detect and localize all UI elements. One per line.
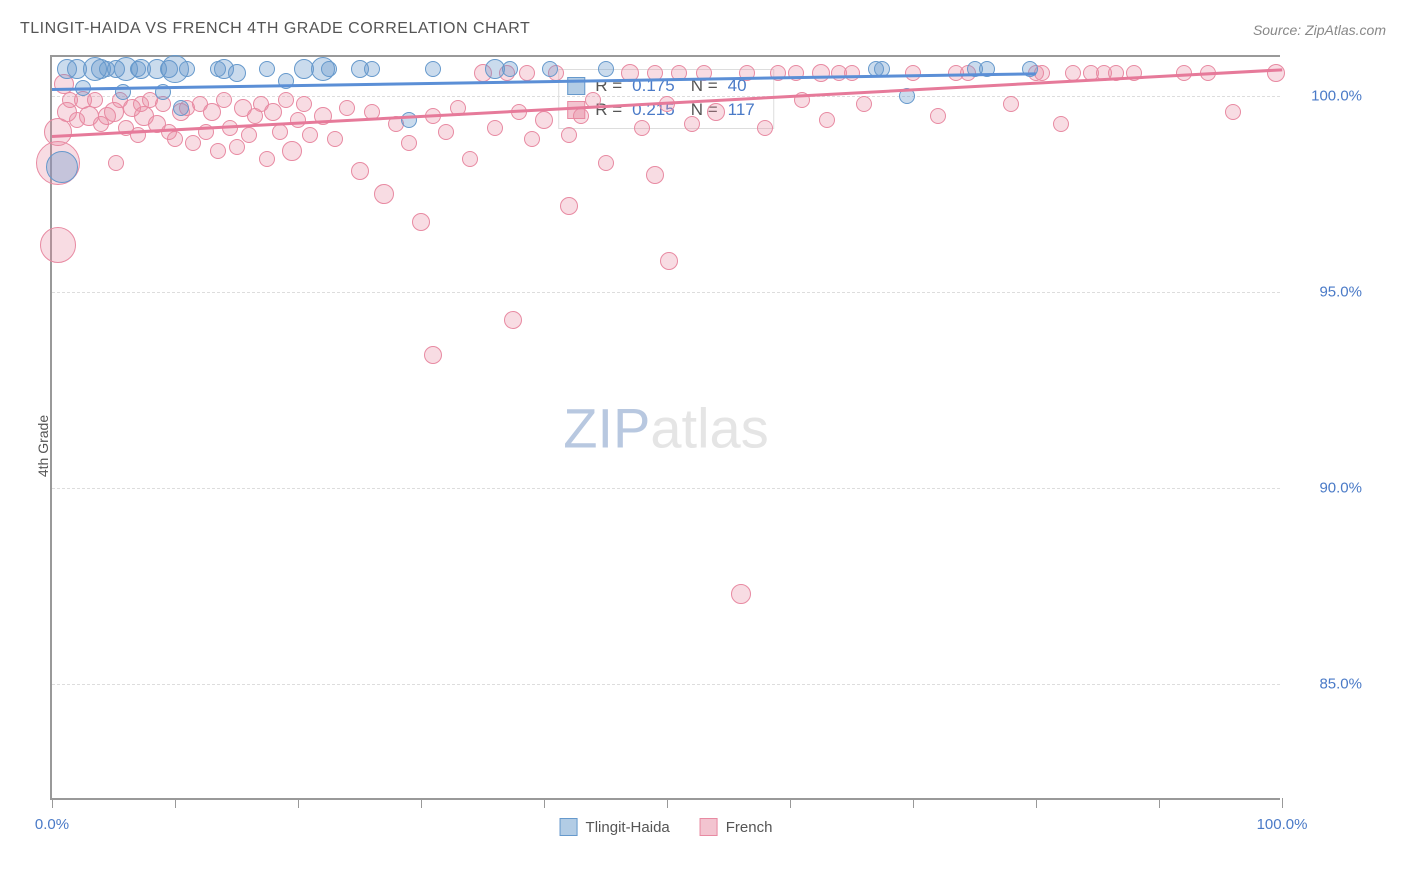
chart-title: TLINGIT-HAIDA VS FRENCH 4TH GRADE CORREL… (20, 20, 530, 38)
scatter-point (216, 92, 232, 108)
legend-item-1: Tlingit-Haida (560, 818, 670, 836)
x-tick (544, 798, 545, 808)
scatter-point (401, 112, 417, 128)
scatter-point (524, 131, 540, 147)
scatter-point (462, 151, 478, 167)
scatter-point (598, 155, 614, 171)
x-tick (1159, 798, 1160, 808)
scatter-point (259, 151, 275, 167)
scatter-point (757, 120, 773, 136)
scatter-point (229, 139, 245, 155)
y-axis-label: 4th Grade (35, 415, 51, 477)
scatter-point (374, 184, 394, 204)
scatter-point (1003, 96, 1019, 112)
x-tick (1282, 798, 1283, 808)
x-tick (421, 798, 422, 808)
scatter-point (278, 92, 294, 108)
x-tick (52, 798, 53, 808)
legend-label-1: Tlingit-Haida (586, 819, 670, 836)
scatter-point (1065, 65, 1081, 81)
scatter-point (660, 252, 678, 270)
scatter-point (290, 112, 306, 128)
scatter-point (424, 346, 442, 364)
scatter-point (282, 141, 302, 161)
legend-item-2: French (700, 818, 773, 836)
scatter-point (87, 92, 103, 108)
scatter-point (438, 124, 454, 140)
scatter-point (731, 584, 751, 604)
scatter-point (542, 61, 558, 77)
scatter-point (40, 227, 76, 263)
watermark-atlas: atlas (650, 396, 768, 459)
scatter-point (487, 120, 503, 136)
scatter-point (167, 131, 183, 147)
scatter-point (646, 166, 664, 184)
gridline-h (52, 292, 1280, 293)
x-tick (667, 798, 668, 808)
scatter-point (1267, 64, 1285, 82)
plot-area: ZIPatlas R = 0.175 N = 40 R = 0.215 N = … (50, 55, 1280, 800)
scatter-point (819, 112, 835, 128)
gridline-h (52, 684, 1280, 685)
x-tick (298, 798, 299, 808)
scatter-point (210, 143, 226, 159)
scatter-point (425, 61, 441, 77)
chart-container: TLINGIT-HAIDA VS FRENCH 4TH GRADE CORREL… (0, 0, 1406, 892)
scatter-point (1225, 104, 1241, 120)
scatter-point (364, 61, 380, 77)
y-tick-label: 100.0% (1311, 88, 1362, 105)
scatter-point (296, 96, 312, 112)
scatter-point (46, 151, 78, 183)
scatter-point (502, 61, 518, 77)
stats-n-val-2: 117 (728, 100, 755, 120)
scatter-point (504, 311, 522, 329)
scatter-point (259, 61, 275, 77)
scatter-point (179, 61, 195, 77)
scatter-point (598, 61, 614, 77)
scatter-point (185, 135, 201, 151)
scatter-point (108, 155, 124, 171)
scatter-point (812, 64, 830, 82)
scatter-point (684, 116, 700, 132)
y-tick-label: 95.0% (1319, 284, 1362, 301)
scatter-point (351, 162, 369, 180)
x-tick (175, 798, 176, 808)
legend-swatch-blue (560, 818, 578, 836)
scatter-point (930, 108, 946, 124)
scatter-point (173, 100, 189, 116)
watermark-zip: ZIP (563, 396, 650, 459)
scatter-point (561, 127, 577, 143)
scatter-point (241, 127, 257, 143)
x-tick-label: 100.0% (1257, 816, 1308, 833)
scatter-point (1053, 116, 1069, 132)
watermark: ZIPatlas (563, 395, 768, 460)
scatter-point (327, 131, 343, 147)
x-tick (790, 798, 791, 808)
scatter-point (519, 65, 535, 81)
scatter-point (302, 127, 318, 143)
y-tick-label: 85.0% (1319, 676, 1362, 693)
legend-swatch-pink (700, 818, 718, 836)
scatter-point (560, 197, 578, 215)
x-tick (1036, 798, 1037, 808)
y-tick-label: 90.0% (1319, 480, 1362, 497)
scatter-point (321, 61, 337, 77)
chart-source: Source: ZipAtlas.com (1253, 22, 1386, 38)
scatter-point (228, 64, 246, 82)
legend: Tlingit-Haida French (560, 818, 773, 836)
legend-label-2: French (726, 819, 773, 836)
scatter-point (707, 103, 725, 121)
scatter-point (856, 96, 872, 112)
scatter-point (573, 108, 589, 124)
scatter-point (905, 65, 921, 81)
x-tick-label: 0.0% (35, 816, 69, 833)
scatter-point (634, 120, 650, 136)
scatter-point (339, 100, 355, 116)
scatter-point (401, 135, 417, 151)
trendline (52, 73, 1036, 92)
scatter-point (412, 213, 430, 231)
scatter-point (535, 111, 553, 129)
gridline-h (52, 488, 1280, 489)
x-tick (913, 798, 914, 808)
